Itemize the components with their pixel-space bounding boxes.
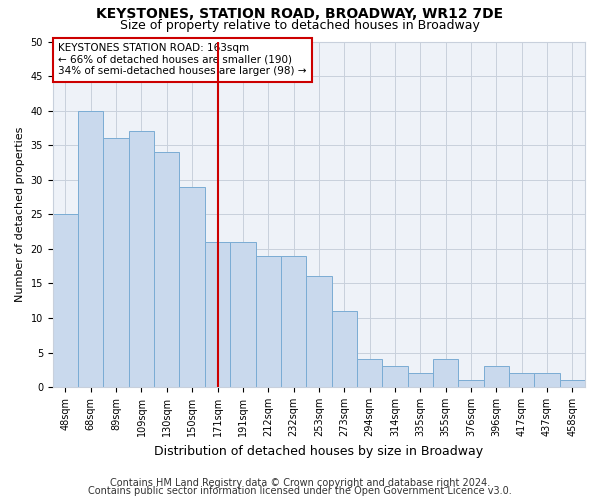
Bar: [129, 132, 154, 387]
Bar: [281, 256, 306, 387]
Text: KEYSTONES, STATION ROAD, BROADWAY, WR12 7DE: KEYSTONES, STATION ROAD, BROADWAY, WR12 …: [97, 8, 503, 22]
Text: Contains public sector information licensed under the Open Government Licence v3: Contains public sector information licen…: [88, 486, 512, 496]
Bar: [230, 242, 256, 387]
Bar: [256, 256, 281, 387]
Bar: [407, 373, 433, 387]
Text: KEYSTONES STATION ROAD: 163sqm
← 66% of detached houses are smaller (190)
34% of: KEYSTONES STATION ROAD: 163sqm ← 66% of …: [58, 43, 307, 76]
Bar: [78, 110, 103, 387]
Bar: [560, 380, 585, 387]
Bar: [382, 366, 407, 387]
Bar: [205, 242, 230, 387]
Bar: [509, 373, 535, 387]
Bar: [103, 138, 129, 387]
Y-axis label: Number of detached properties: Number of detached properties: [15, 126, 25, 302]
Text: Size of property relative to detached houses in Broadway: Size of property relative to detached ho…: [120, 19, 480, 32]
Bar: [154, 152, 179, 387]
Bar: [433, 360, 458, 387]
X-axis label: Distribution of detached houses by size in Broadway: Distribution of detached houses by size …: [154, 444, 484, 458]
Bar: [484, 366, 509, 387]
Bar: [357, 360, 382, 387]
Bar: [458, 380, 484, 387]
Text: Contains HM Land Registry data © Crown copyright and database right 2024.: Contains HM Land Registry data © Crown c…: [110, 478, 490, 488]
Bar: [53, 214, 78, 387]
Bar: [535, 373, 560, 387]
Bar: [306, 276, 332, 387]
Bar: [179, 186, 205, 387]
Bar: [332, 311, 357, 387]
